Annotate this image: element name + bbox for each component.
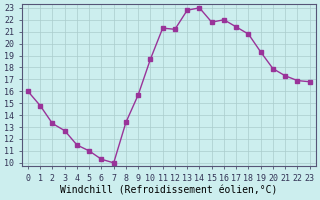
X-axis label: Windchill (Refroidissement éolien,°C): Windchill (Refroidissement éolien,°C) (60, 186, 277, 196)
